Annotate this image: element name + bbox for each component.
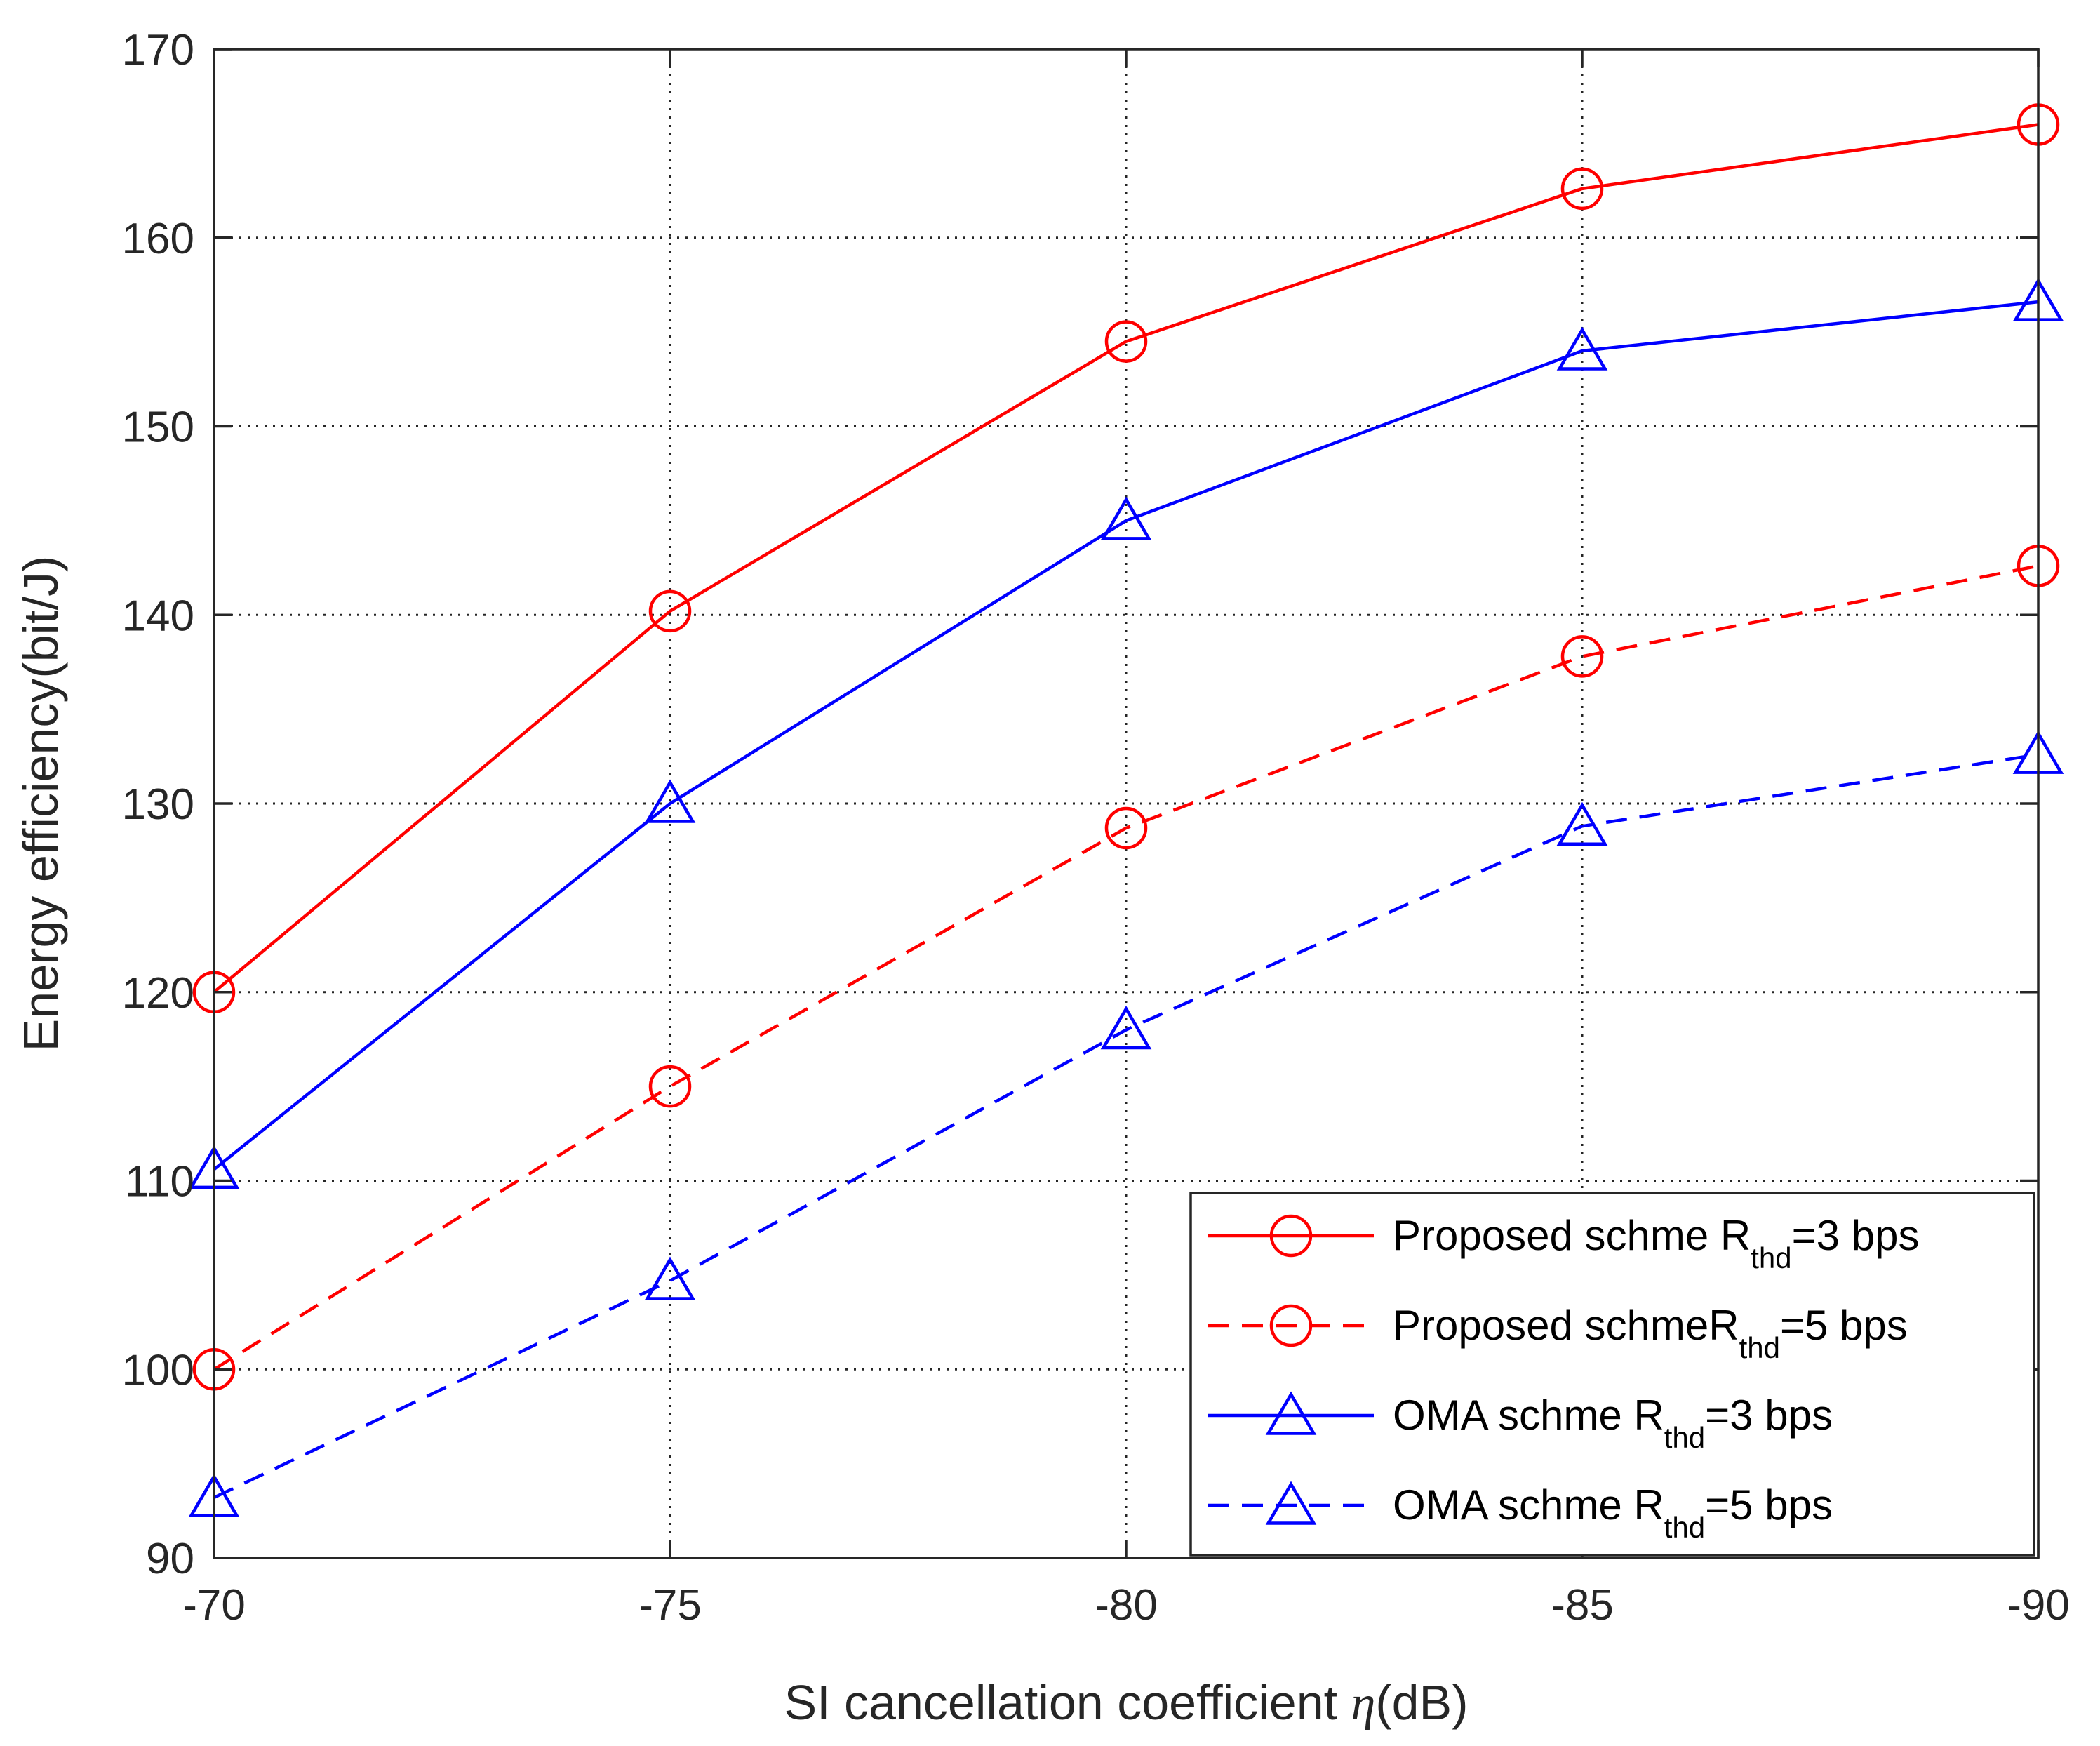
x-tick-label: -90 [2007,1581,2070,1630]
y-tick-label: 120 [122,969,194,1018]
legend-label-sub: thd [1751,1241,1791,1274]
data-point [1104,320,1148,363]
legend-label-sub: thd [1739,1331,1780,1364]
y-tick-label: 170 [122,26,194,74]
legend-entry-2: Proposed schmeRthd=5 bps [1208,1302,1908,1364]
legend-label-main: OMA schme R [1393,1392,1664,1439]
data-point [1104,806,1148,850]
legend-box [1189,1192,2035,1557]
data-point [648,1065,692,1108]
legend-label-tail: =5 bps [1705,1481,1833,1528]
legend-label-tail: =3 bps [1705,1392,1833,1439]
legend-label-main: Proposed schme R [1393,1212,1751,1259]
series-line [213,752,2039,1500]
legend-label: Proposed schme Rthd=3 bps [1393,1212,1919,1274]
legend-entry-4: OMA schme Rthd=5 bps [1208,1481,1833,1544]
legend-entry-1: Proposed schme Rthd=3 bps [1208,1212,1919,1274]
y-tick-label: 110 [125,1158,194,1206]
series-line [213,564,2039,1371]
y-tick-label: 160 [122,215,194,263]
x-axis-label-prefix: SI cancellation coefficient [784,1675,1351,1730]
y-tick-label: 90 [146,1535,194,1583]
legend-label-main: Proposed schmeR [1393,1302,1739,1349]
legend-label: Proposed schmeRthd=5 bps [1393,1302,1908,1364]
legend-label-sub: thd [1664,1511,1705,1544]
data-point [648,589,692,633]
x-tick-labels: -70 -75 -80 -85 -90 [182,1581,2070,1630]
y-tick-label: 150 [122,404,194,452]
x-axis-label-symbol: η [1351,1677,1376,1731]
y-axis-label: Energy efficiency(bit/J) [13,556,68,1052]
data-point [1100,496,1152,540]
data-point [1560,635,1604,678]
data-point [1556,326,1608,371]
data-point [644,1256,696,1300]
series-line [213,123,2039,994]
data-point [1556,801,1608,846]
legend-label-sub: thd [1664,1421,1705,1454]
legend-marker [1269,1304,1313,1347]
x-tick-label: -70 [182,1581,246,1630]
data-point [1100,1006,1152,1050]
legend-label-main: OMA schme R [1393,1481,1664,1528]
x-axis-label-suffix: (dB) [1375,1675,1468,1730]
x-tick-label: -85 [1551,1581,1614,1630]
series-line [213,300,2039,1171]
data-point [1560,167,1604,211]
x-tick-label: -75 [638,1581,702,1630]
legend-label-tail: =5 bps [1780,1302,1908,1349]
x-axis-label: SI cancellation coefficient η(dB) [784,1675,1468,1731]
y-tick-label: 140 [122,592,194,640]
legend-entry-3: OMA schme Rthd=3 bps [1208,1391,1833,1454]
legend-label: OMA schme Rthd=5 bps [1393,1481,1833,1544]
data-point [644,779,696,823]
y-tick-label: 100 [122,1346,194,1394]
legend-label: OMA schme Rthd=3 bps [1393,1392,1833,1454]
y-tick-labels: 90 100 110 120 130 140 150 160 170 [122,26,194,1583]
legend-label-tail: =3 bps [1792,1212,1920,1259]
y-tick-label: 130 [122,780,194,829]
x-tick-label: -80 [1095,1581,1158,1630]
legend-marker [1265,1481,1317,1525]
legend-marker [1265,1391,1317,1435]
legend-marker [1269,1214,1313,1258]
